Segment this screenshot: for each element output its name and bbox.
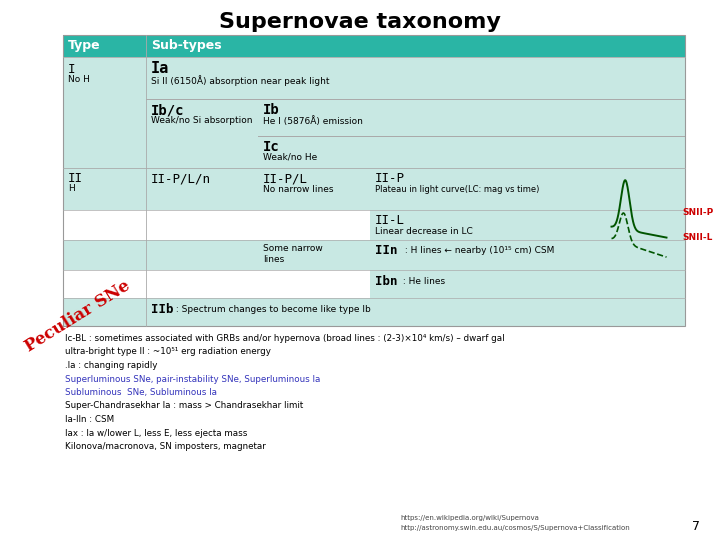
Bar: [146, 99, 685, 100]
Bar: [63, 168, 685, 210]
Bar: [370, 210, 685, 240]
Text: Ibn: Ibn: [375, 275, 397, 288]
Bar: [63, 35, 685, 326]
Text: lines: lines: [263, 255, 284, 264]
Text: Some narrow: Some narrow: [263, 244, 323, 253]
Text: Sub-types: Sub-types: [151, 39, 222, 52]
Text: IIn: IIn: [375, 244, 397, 257]
Text: Superluminous SNe, pair-instability SNe, Superluminous Ia: Superluminous SNe, pair-instability SNe,…: [65, 375, 320, 383]
Text: Type: Type: [68, 39, 101, 52]
Text: 7: 7: [692, 520, 700, 533]
Text: He I (5876Å) emission: He I (5876Å) emission: [263, 116, 363, 126]
Text: Plateau in light curve(LC: mag vs time): Plateau in light curve(LC: mag vs time): [375, 185, 539, 194]
Text: Ia: Ia: [151, 61, 169, 76]
Text: I: I: [68, 63, 76, 76]
Text: No narrow lines: No narrow lines: [263, 185, 333, 194]
Text: No H: No H: [68, 75, 90, 84]
Bar: [63, 240, 685, 270]
Bar: [63, 298, 685, 326]
Bar: [63, 210, 685, 240]
Text: ultra-bright type II : ~10⁵¹ erg radiation energy: ultra-bright type II : ~10⁵¹ erg radiati…: [65, 348, 271, 356]
Bar: [370, 270, 685, 298]
Text: Ic: Ic: [263, 140, 280, 154]
Text: Ib: Ib: [263, 103, 280, 117]
Text: Peculiar SNe: Peculiar SNe: [22, 277, 133, 355]
Text: II: II: [68, 172, 83, 185]
Text: : H lines ← nearby (10¹⁵ cm) CSM: : H lines ← nearby (10¹⁵ cm) CSM: [402, 246, 554, 255]
Text: Linear decrease in LC: Linear decrease in LC: [375, 227, 473, 236]
Text: Iax : Ia w/lower L, less E, less ejecta mass: Iax : Ia w/lower L, less E, less ejecta …: [65, 429, 248, 437]
Text: https://en.wikipedia.org/wiki/Supernova: https://en.wikipedia.org/wiki/Supernova: [400, 515, 539, 521]
Bar: [63, 270, 685, 298]
Text: : He lines: : He lines: [400, 277, 445, 286]
Text: II-L: II-L: [375, 214, 405, 227]
Text: SNII-P: SNII-P: [682, 208, 714, 217]
Text: H: H: [68, 184, 75, 193]
Bar: [63, 35, 685, 57]
Bar: [63, 57, 685, 168]
Text: SNII-L: SNII-L: [682, 233, 712, 242]
Text: II-P: II-P: [375, 172, 405, 185]
Text: IIb: IIb: [151, 303, 174, 316]
Text: Subluminous  SNe, Subluminous Ia: Subluminous SNe, Subluminous Ia: [65, 388, 217, 397]
Text: Ib/c: Ib/c: [151, 103, 184, 117]
Text: http://astronomy.swin.edu.au/cosmos/S/Supernova+Classification: http://astronomy.swin.edu.au/cosmos/S/Su…: [400, 525, 630, 531]
Text: .Ia : changing rapidly: .Ia : changing rapidly: [65, 361, 158, 370]
Text: : Spectrum changes to become like type Ib: : Spectrum changes to become like type I…: [173, 305, 371, 314]
Text: Ia-IIn : CSM: Ia-IIn : CSM: [65, 415, 114, 424]
Bar: [258, 136, 685, 137]
Text: II-P/L/n: II-P/L/n: [151, 172, 211, 185]
Text: Ic-BL : sometimes associated with GRBs and/or hypernova (broad lines : (2-3)×10⁴: Ic-BL : sometimes associated with GRBs a…: [65, 334, 505, 343]
Text: Weak/no He: Weak/no He: [263, 152, 318, 161]
Text: Si II (6150Å) absorption near peak light: Si II (6150Å) absorption near peak light: [151, 75, 330, 86]
Text: Super-Chandrasekhar Ia : mass > Chandrasekhar limit: Super-Chandrasekhar Ia : mass > Chandras…: [65, 402, 303, 410]
Text: Kilonova/macronova, SN imposters, magnetar: Kilonova/macronova, SN imposters, magnet…: [65, 442, 266, 451]
Text: Weak/no Si absorption: Weak/no Si absorption: [151, 116, 253, 125]
Text: II-P/L: II-P/L: [263, 172, 308, 185]
Text: Supernovae taxonomy: Supernovae taxonomy: [219, 12, 501, 32]
